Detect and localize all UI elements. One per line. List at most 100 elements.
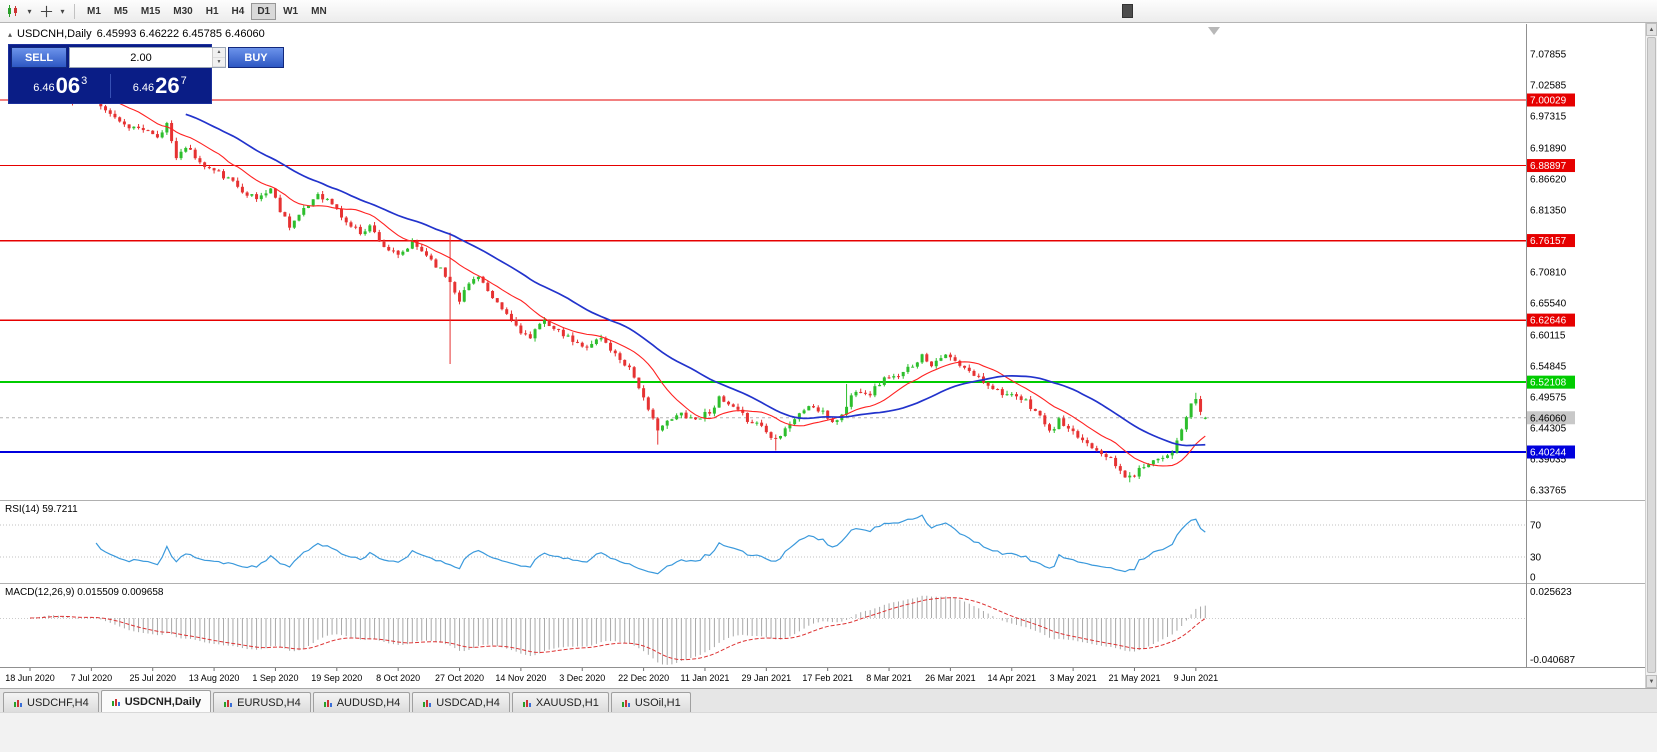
- status-bar: [0, 712, 1657, 752]
- buy-button[interactable]: BUY: [228, 47, 284, 68]
- price-tag-resistance-line-6-76157: 6.76157: [1530, 236, 1567, 247]
- one-click-collapse-arrow[interactable]: ▴: [8, 29, 13, 39]
- timeframe-button-m30[interactable]: M30: [167, 3, 198, 20]
- price-axis-label: 6.49575: [1530, 393, 1567, 404]
- chart-window-button[interactable]: [3, 2, 23, 20]
- date-label: 9 Jun 2021: [1174, 673, 1219, 683]
- date-label: 7 Jul 2020: [71, 673, 113, 683]
- mini-chart-icon: [423, 699, 432, 707]
- tab-eurusd-h4[interactable]: EURUSD,H4: [213, 692, 311, 712]
- timeframe-button-h4[interactable]: H4: [226, 3, 251, 20]
- crosshair-button[interactable]: [36, 2, 56, 20]
- sell-button[interactable]: SELL: [11, 47, 67, 68]
- volume-increase-button[interactable]: ▲: [213, 48, 225, 58]
- scroll-up-button[interactable]: ▲: [1646, 23, 1657, 36]
- horizontal-level-lines[interactable]: [0, 99, 1526, 454]
- macd-signal-line: [29, 597, 1206, 661]
- date-label: 19 Sep 2020: [311, 673, 362, 683]
- date-label: 13 Aug 2020: [189, 673, 240, 683]
- date-label: 14 Apr 2021: [987, 673, 1036, 683]
- price-tag-support-line-6-52108: 6.52108: [1530, 378, 1567, 389]
- timeframe-button-m5[interactable]: M5: [108, 3, 134, 20]
- timeframe-button-w1[interactable]: W1: [277, 3, 304, 20]
- mini-chart-icon: [522, 699, 531, 707]
- timeframe-button-mn[interactable]: MN: [305, 3, 333, 20]
- tab-usdcad-h4[interactable]: USDCAD,H4: [412, 692, 510, 712]
- tab-usdchf-h4[interactable]: USDCHF,H4: [3, 692, 99, 712]
- rsi-label: RSI(14) 59.7211: [5, 504, 78, 515]
- timeframe-button-m1[interactable]: M1: [81, 3, 107, 20]
- volume-decrease-button[interactable]: ▼: [213, 57, 225, 67]
- cursor-mode-dropdown[interactable]: ▾: [57, 2, 68, 20]
- tab-usdcnh-daily[interactable]: USDCNH,Daily: [100, 690, 212, 712]
- sell-price-sup: 3: [81, 74, 88, 87]
- sell-price-prefix: 6.46: [33, 81, 55, 94]
- tab-label: USDCAD,H4: [436, 696, 500, 709]
- chart-shift-marker[interactable]: [1208, 27, 1220, 35]
- toolbar-separator: [74, 3, 75, 19]
- ma-slow-line: [185, 113, 1206, 447]
- price-axis-label: 6.86620: [1530, 174, 1567, 185]
- date-label: 3 Dec 2020: [559, 673, 605, 683]
- scrollbar-thumb[interactable]: [1647, 37, 1656, 673]
- price-axis-label: 6.81350: [1530, 205, 1567, 216]
- price-chart-svg[interactable]: RSI(14) 59.7211 MACD(12,26,9) 0.015509 0.…: [0, 0, 1645, 688]
- price-axis: 7.07855 7.02585 6.97315 6.91890 6.86620 6.813…: [1527, 49, 1575, 666]
- date-label: 3 May 2021: [1050, 673, 1097, 683]
- trade-panel-prices: 6.46 06 3 6.46 26 7: [11, 70, 209, 101]
- candles-layer: [28, 86, 1207, 483]
- date-label: 11 Jan 2021: [681, 673, 730, 683]
- tab-audusd-h4[interactable]: AUDUSD,H4: [312, 692, 411, 712]
- date-axis: 18 Jun 2020 7 Jul 2020 25 Jul 2020 13 Aug 2…: [5, 668, 1218, 683]
- price-axis-label: 6.33765: [1530, 486, 1567, 497]
- chart-type-dropdown[interactable]: ▾: [24, 2, 35, 20]
- price-divider: [109, 73, 111, 98]
- ma-fast-line: [86, 93, 1206, 467]
- price-tag-resistance-line-6-88897: 6.88897: [1530, 161, 1567, 172]
- toolbar-handle-button[interactable]: [1122, 4, 1133, 18]
- date-label: 27 Oct 2020: [435, 673, 484, 683]
- tab-xauusd-h1[interactable]: XAUUSD,H1: [511, 692, 609, 712]
- crosshair-icon: [40, 5, 52, 17]
- volume-input[interactable]: [70, 48, 212, 67]
- date-label: 18 Jun 2020: [5, 673, 55, 683]
- tab-usoil-h1[interactable]: USOil,H1: [610, 692, 691, 712]
- volume-arrows: ▲ ▼: [212, 48, 225, 67]
- price-axis-label: 6.39035: [1530, 455, 1567, 466]
- rsi-axis-label: 70: [1530, 521, 1542, 532]
- buy-price[interactable]: 6.46 26 7: [111, 74, 210, 97]
- timeframe-button-m15[interactable]: M15: [135, 3, 166, 20]
- scroll-down-button[interactable]: ▼: [1646, 675, 1657, 688]
- price-axis-label: 7.07855: [1530, 49, 1567, 60]
- chart-title: ▴ USDCNH,Daily 6.45993 6.46222 6.45785 6…: [8, 28, 265, 40]
- rsi-axis-label: 30: [1530, 553, 1542, 564]
- mini-chart-icon: [14, 699, 22, 707]
- buy-price-sup: 7: [180, 74, 187, 87]
- chart-symbol-period: USDCNH,Daily: [17, 28, 92, 40]
- vertical-scrollbar[interactable]: ▲ ▼: [1645, 23, 1657, 688]
- rsi-axis-label: 0: [1530, 573, 1536, 584]
- chart-ohlc-values: 6.45993 6.46222 6.45785 6.46060: [96, 28, 265, 40]
- tab-label: EURUSD,H4: [237, 696, 301, 709]
- tab-label: USOil,H1: [634, 696, 681, 709]
- macd-label: MACD(12,26,9) 0.015509 0.009658: [5, 587, 164, 598]
- timeframe-button-h1[interactable]: H1: [200, 3, 225, 20]
- price-tag-resistance-line-6-62646: 6.62646: [1530, 316, 1567, 327]
- price-tag-support-line-6-40244: 6.40244: [1530, 448, 1567, 459]
- sell-price-big: 06: [55, 72, 81, 98]
- date-label: 8 Oct 2020: [376, 673, 420, 683]
- sell-price[interactable]: 6.46 06 3: [11, 72, 110, 98]
- chart-background: [0, 24, 1645, 688]
- price-axis-label: 6.44305: [1530, 424, 1567, 435]
- price-axis-label: 6.70810: [1530, 268, 1567, 279]
- tab-label: AUDUSD,H4: [336, 696, 401, 709]
- date-label: 14 Nov 2020: [495, 673, 546, 683]
- buy-price-prefix: 6.46: [132, 81, 155, 94]
- price-tag-resistance-line-7-00029: 7.00029: [1530, 96, 1567, 107]
- macd-axis-label: -0.040687: [1530, 655, 1575, 666]
- date-label: 25 Jul 2020: [129, 673, 176, 683]
- date-label: 29 Jan 2021: [742, 673, 792, 683]
- timeframe-button-d1[interactable]: D1: [251, 2, 277, 20]
- mini-chart-icon: [111, 698, 120, 706]
